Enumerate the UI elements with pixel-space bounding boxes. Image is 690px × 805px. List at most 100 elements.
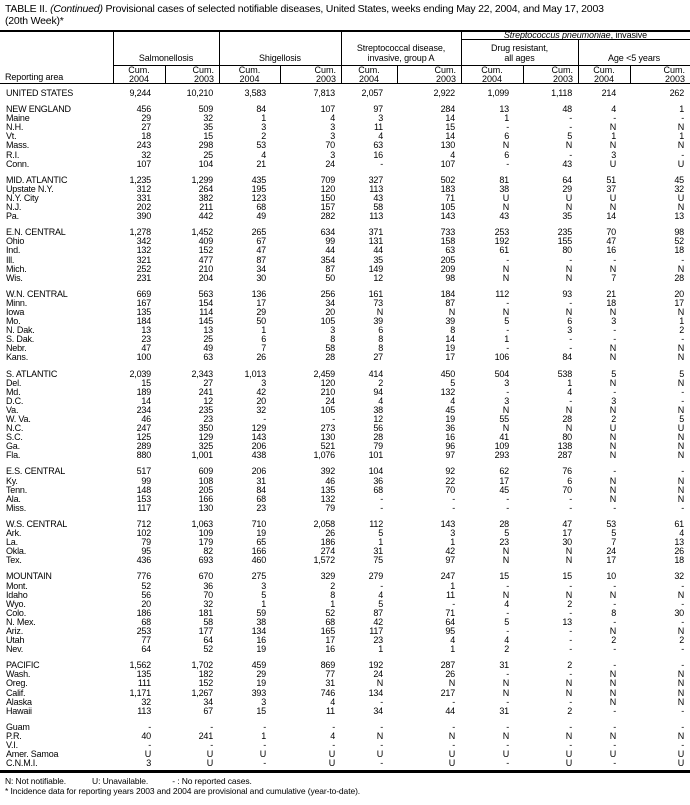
value-cell: 4: [378, 589, 383, 600]
value-cell: 39: [445, 316, 455, 327]
column-header: Cum. 2004: [113, 66, 165, 84]
value-cell: 101: [368, 450, 384, 461]
value-cell: 2: [679, 325, 684, 336]
value-cell: N: [609, 441, 617, 452]
table-row: C.N.M.I. 3 U - U - U - U - U: [0, 759, 690, 768]
value-cell: 354: [320, 254, 336, 265]
value-cell: N: [677, 306, 685, 317]
value-cell: 111: [137, 678, 151, 689]
value-cell: 68: [256, 493, 266, 504]
value-cell: 166: [198, 493, 214, 504]
value-cell: 1,299: [191, 174, 213, 185]
value-cell: U: [259, 749, 267, 760]
cum-label: Cum.: [663, 65, 685, 75]
value-cell: 2: [567, 660, 572, 671]
value-cell: 5: [679, 368, 684, 379]
value-cell: N: [565, 687, 573, 698]
value-cell: 1,235: [129, 174, 151, 185]
value-cell: -: [569, 696, 572, 707]
header-drug-line2: all ages: [504, 53, 535, 63]
value-cell: 42: [256, 386, 266, 397]
value-cell: 152: [198, 678, 214, 689]
table-row: N. Mex. 68 58 38 68 42 64 5 13 - -: [0, 617, 690, 627]
title-week: (20th Week)*: [5, 15, 64, 27]
header-drug-resistant: Drug resistant, all ages: [461, 43, 578, 63]
value-cell: 1,572: [313, 555, 335, 566]
title-continued: (Continued): [50, 3, 103, 15]
reporting-area-cell: Hawaii: [6, 705, 32, 716]
value-cell: -: [613, 644, 616, 655]
value-cell: 47: [256, 245, 266, 256]
value-cell: -: [506, 758, 509, 769]
reporting-area-cell: N.Y. City: [6, 192, 39, 203]
value-cell: -: [613, 334, 616, 345]
value-cell: N: [565, 202, 573, 213]
value-cell: 34: [373, 705, 383, 716]
value-cell: 460: [251, 555, 267, 566]
value-cell: 113: [369, 183, 383, 194]
legend-u: U: Unavailable.: [92, 776, 149, 786]
reporting-area-cell: Pa.: [6, 211, 19, 222]
value-cell: 150: [320, 192, 336, 203]
value-cell: 52: [141, 580, 151, 591]
value-cell: 51: [606, 174, 616, 185]
value-cell: U: [565, 749, 573, 760]
table-row: PACIFIC 1,562 1,702 459 869 192 287 31 2 - -: [0, 661, 690, 670]
value-cell: 5: [567, 131, 572, 142]
value-cell: -: [681, 254, 684, 265]
region-group: NEW ENGLAND 456 509 84 107 97 284 13 48 4 1 Maine 29…: [0, 104, 690, 169]
value-cell: 28: [325, 352, 335, 363]
value-cell: 1: [261, 598, 266, 609]
table-row: E.N. CENTRAL 1,278 1,452 265 634 371 733 253 235…: [0, 228, 690, 237]
value-cell: 149: [368, 263, 384, 274]
value-cell: 17: [445, 352, 455, 363]
value-cell: 670: [198, 571, 214, 582]
value-cell: 282: [320, 211, 336, 222]
value-cell: 5: [611, 528, 616, 539]
table-row: Mich. 252 210 34 87 149 209 N N N N: [0, 263, 690, 274]
reporting-area-cell: Ohio: [6, 236, 25, 247]
divider: [397, 65, 398, 83]
value-cell: 442: [198, 211, 214, 222]
value-cell: 8: [611, 607, 616, 618]
value-cell: 130: [198, 502, 214, 513]
table-row: V.I. - - - - - - - - - -: [0, 740, 690, 750]
value-cell: 36: [445, 423, 455, 434]
value-cell: 47: [141, 343, 151, 354]
value-cell: 68: [256, 202, 266, 213]
value-cell: 52: [674, 236, 684, 247]
cum-label: Cum.: [358, 65, 380, 75]
value-cell: 47: [562, 518, 572, 529]
table-row: N.H. 27 35 3 3 11 15 - - N N: [0, 123, 690, 132]
value-cell: 134: [368, 687, 384, 698]
value-cell: 36: [203, 580, 213, 591]
reporting-area-cell: Conn.: [6, 158, 30, 169]
table-row: Mont. 52 36 3 2 - 1 - - - -: [0, 580, 690, 591]
value-cell: N: [376, 306, 384, 317]
value-cell: 120: [320, 183, 336, 194]
value-cell: N: [677, 352, 685, 363]
value-cell: -: [569, 607, 572, 618]
table-row: W.N. CENTRAL 669 563 136 256 161 184 112 93 21 20: [0, 289, 690, 299]
value-cell: 18: [674, 555, 684, 566]
value-cell: N: [609, 404, 617, 415]
value-cell: 105: [320, 404, 336, 415]
value-cell: 59: [256, 607, 266, 618]
value-cell: 32: [141, 149, 151, 160]
table-row: Miss. 117 130 23 79 - - - - - -: [0, 502, 690, 513]
value-cell: 2,343: [191, 368, 213, 379]
value-cell: 3: [567, 325, 572, 336]
value-cell: 235: [557, 227, 573, 238]
value-cell: -: [506, 740, 509, 750]
value-cell: 13: [674, 537, 684, 548]
value-cell: 37: [606, 183, 616, 194]
value-cell: N: [677, 484, 685, 495]
value-cell: 53: [606, 518, 616, 529]
year-label: 2003: [552, 74, 573, 84]
header-bottom-rule: [0, 83, 690, 84]
value-cell: 1: [679, 104, 684, 115]
value-cell: 456: [136, 104, 152, 115]
reporting-area-cell: MOUNTAIN: [6, 571, 52, 582]
value-cell: 32: [256, 404, 266, 415]
value-cell: 67: [256, 236, 266, 247]
